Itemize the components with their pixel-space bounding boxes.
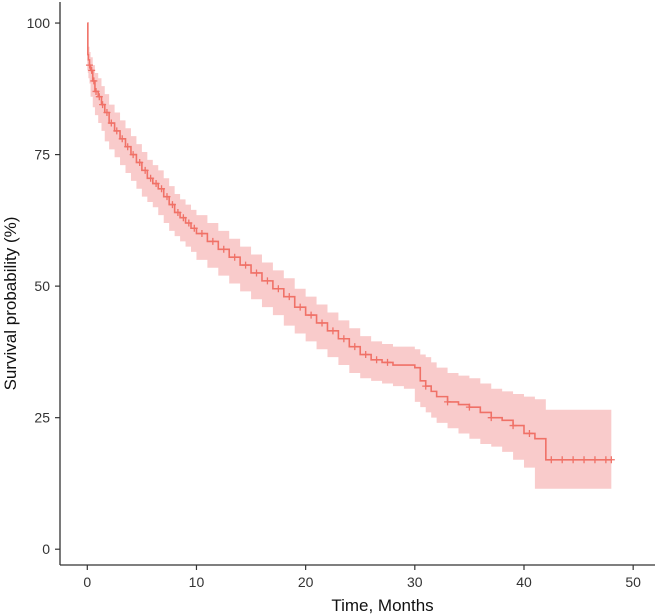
censor-mark: [285, 293, 293, 301]
censor-mark: [373, 356, 381, 364]
x-tick-label: 10: [189, 574, 205, 590]
censor-mark: [487, 414, 495, 422]
censor-mark: [141, 166, 149, 174]
censor-mark: [118, 135, 126, 143]
censor-mark: [362, 351, 370, 359]
censor-mark: [168, 201, 176, 209]
censor-mark: [525, 429, 533, 437]
censor-mark: [444, 398, 452, 406]
censor-mark: [198, 230, 206, 238]
plot-area: [85, 22, 615, 489]
censor-mark: [274, 285, 282, 293]
censor-mark: [124, 143, 132, 151]
censor-mark: [185, 219, 193, 227]
censor-mark: [422, 382, 430, 390]
y-tick-label: 75: [34, 147, 50, 163]
censor-mark: [136, 158, 144, 166]
x-tick-label: 50: [625, 574, 641, 590]
x-axis-title: Time, Months: [331, 596, 433, 615]
censor-mark: [103, 108, 111, 116]
censor-mark: [85, 61, 93, 69]
censor-mark: [147, 174, 155, 182]
censor-mark: [88, 66, 96, 74]
censor-mark: [163, 193, 171, 201]
censor-mark: [340, 335, 348, 343]
y-tick-label: 0: [42, 541, 50, 557]
censor-mark: [231, 253, 239, 261]
censor-mark: [95, 93, 103, 101]
y-tick-label: 100: [27, 15, 51, 31]
y-axis-ticks: 0 25 50 75 100: [27, 15, 60, 557]
x-tick-label: 0: [83, 574, 91, 590]
censor-mark: [90, 77, 98, 85]
censor-mark: [318, 319, 326, 327]
censor-mark: [253, 269, 261, 277]
censor-mark: [465, 403, 473, 411]
censor-mark: [580, 456, 588, 464]
censor-mark: [569, 456, 577, 464]
censor-mark: [329, 327, 337, 335]
censor-mark: [113, 127, 121, 135]
y-tick-label: 50: [34, 278, 50, 294]
censor-mark: [296, 303, 304, 311]
censor-mark: [591, 456, 599, 464]
x-tick-label: 40: [516, 574, 532, 590]
confidence-band: [87, 23, 612, 489]
censor-mark: [129, 151, 137, 159]
x-tick-label: 30: [407, 574, 423, 590]
censor-mark: [179, 214, 187, 222]
censor-mark: [220, 245, 228, 253]
censor-mark: [307, 311, 315, 319]
y-tick-label: 25: [34, 410, 50, 426]
censor-mark: [509, 422, 517, 430]
censor-mark: [99, 101, 107, 109]
censor-mark: [242, 261, 250, 269]
censor-mark: [558, 456, 566, 464]
censor-mark: [152, 180, 160, 188]
censor-mark: [607, 456, 615, 464]
censor-mark: [174, 208, 182, 216]
censor-mark: [263, 277, 271, 285]
censor-mark: [190, 224, 198, 232]
x-axis-ticks: 0 10 20 30 40 50: [83, 565, 641, 590]
censor-mark: [384, 358, 392, 366]
censor-mark: [158, 185, 166, 193]
censor-mark: [547, 456, 555, 464]
censor-mark: [107, 119, 115, 127]
censor-marks: [85, 61, 615, 464]
survival-curve: [87, 22, 612, 461]
y-axis-title: Survival probability (%): [1, 217, 20, 391]
censor-mark: [351, 343, 359, 351]
censor-mark: [209, 237, 217, 245]
x-tick-label: 20: [298, 574, 314, 590]
censor-mark: [92, 87, 100, 95]
